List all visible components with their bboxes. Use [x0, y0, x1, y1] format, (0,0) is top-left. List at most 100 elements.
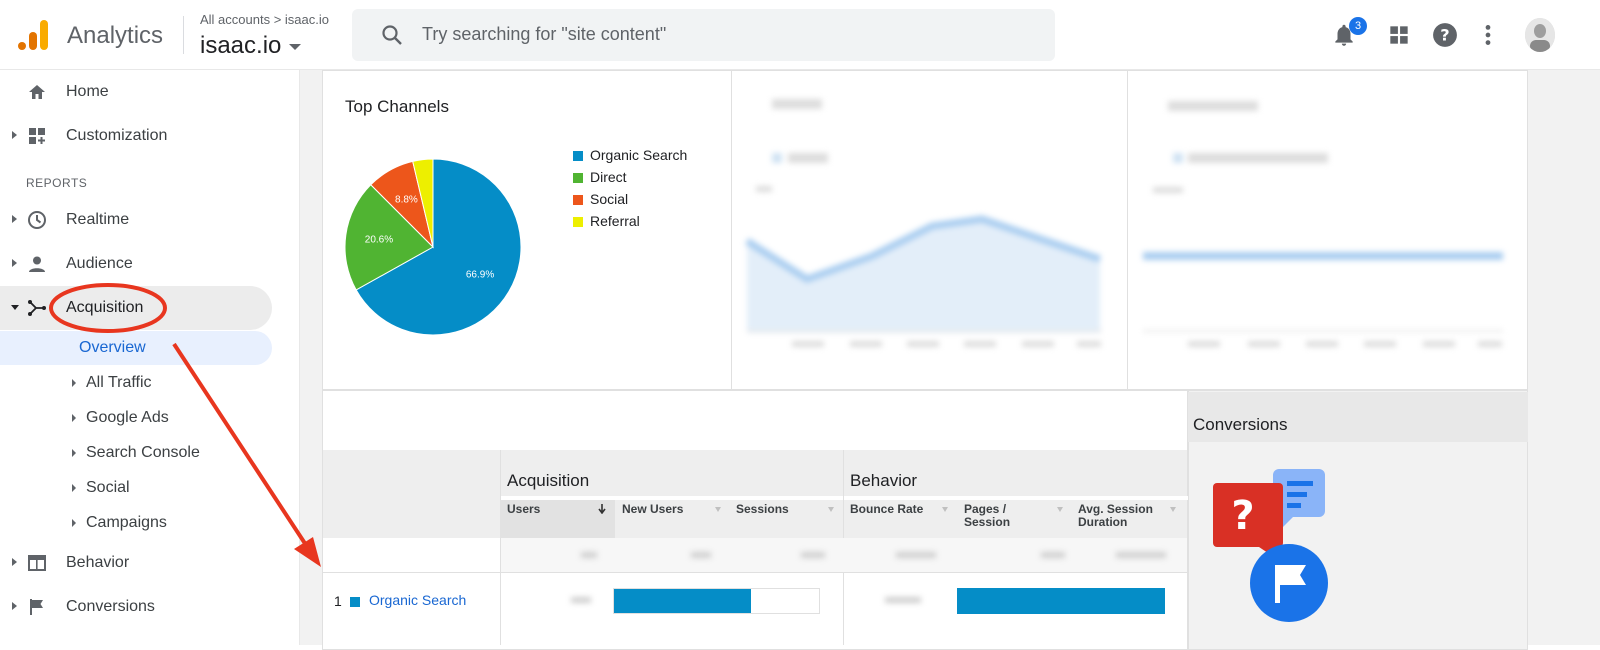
conversions-header-bg	[1188, 392, 1528, 442]
chevron-right-icon	[72, 448, 76, 457]
sidebar-item-label: Audience	[66, 255, 133, 272]
sort-icon[interactable]	[1057, 507, 1063, 512]
sidebar-item-label: Conversions	[66, 598, 155, 615]
new-users-bar-container	[613, 588, 820, 614]
pie-slice-direct[interactable]	[344, 184, 434, 291]
pages-session-bar	[957, 588, 1165, 614]
sidebar-item-google-ads[interactable]: Google Ads	[72, 409, 169, 433]
sidebar-item-realtime[interactable]: Realtime	[0, 198, 290, 242]
sidebar-item-label: Social	[86, 479, 130, 496]
blurred-bounce-cell	[885, 597, 921, 603]
row-channel-link[interactable]: Organic Search	[369, 592, 467, 608]
new-users-bar	[614, 589, 752, 613]
search-input[interactable]: Try searching for "site content"	[422, 24, 667, 44]
sidebar-item-behavior[interactable]: Behavior	[0, 541, 290, 585]
account-selector[interactable]: isaac.io	[200, 32, 302, 60]
sidebar-item-acquisition[interactable]: Acquisition	[0, 286, 290, 330]
sidebar-item-customization[interactable]: Customization	[0, 114, 290, 158]
column-header-users[interactable]: Users	[507, 502, 541, 516]
sidebar-item-social[interactable]: Social	[72, 479, 130, 503]
behavior-column-group: Behavior	[850, 471, 918, 490]
bell-icon[interactable]	[1331, 22, 1357, 48]
column-divider	[500, 450, 501, 645]
legend-swatch	[573, 151, 583, 162]
sort-icon[interactable]	[942, 507, 948, 512]
sidebar-item-search-console[interactable]: Search Console	[72, 444, 200, 468]
notification-badge: 3	[1349, 17, 1367, 35]
sidebar-item-home[interactable]: Home	[0, 70, 290, 114]
chevron-right-icon	[12, 558, 17, 566]
legend-swatch	[573, 195, 583, 206]
annotation-arrow-line	[172, 342, 308, 547]
sort-descending-icon[interactable]	[598, 504, 606, 514]
pie-data-label: 20.6%	[365, 234, 393, 245]
clock-icon	[28, 211, 46, 229]
chevron-down-icon	[289, 43, 302, 50]
chevron-right-icon	[72, 518, 76, 527]
acquisition-column-group: Acquisition	[507, 471, 590, 490]
annotation-arrow-head	[294, 537, 321, 567]
column-header-avg-session-duration[interactable]: Avg. Session Duration	[1078, 502, 1153, 529]
sidebar-item-label: Acquisition	[66, 299, 144, 316]
apps-grid-icon[interactable]	[1386, 22, 1412, 48]
header-separator	[500, 496, 1188, 500]
legend-item-direct[interactable]: Direct	[573, 169, 627, 185]
legend-item-social[interactable]: Social	[573, 191, 628, 207]
breadcrumb[interactable]: All accounts > isaac.io	[200, 12, 329, 27]
sidebar: Home Customization REPORTS Realtime Audi…	[0, 70, 300, 645]
sidebar-item-label: Behavior	[66, 554, 130, 571]
sorted-column-bg	[500, 500, 615, 538]
chevron-down-icon	[11, 305, 19, 310]
person-icon	[29, 256, 45, 272]
column-header-bounce-rate[interactable]: Bounce Rate	[850, 502, 924, 516]
search-box[interactable]: Try searching for "site content"	[352, 9, 1055, 61]
sidebar-item-conversions[interactable]: Conversions	[0, 585, 290, 629]
column-header-pages-session[interactable]: Pages / Session	[964, 502, 1011, 529]
app-name: Analytics	[67, 22, 164, 49]
sidebar-item-campaigns[interactable]: Campaigns	[72, 514, 167, 538]
user-photo-icon	[1525, 18, 1555, 52]
sort-icon[interactable]	[1170, 507, 1176, 512]
legend-swatch	[573, 173, 583, 184]
sort-icon[interactable]	[828, 507, 834, 512]
pages-session-bar-container	[957, 588, 1165, 614]
legend-item-organic-search[interactable]: Organic Search	[573, 147, 687, 163]
sidebar-item-label: Realtime	[66, 211, 130, 228]
sidebar-item-audience[interactable]: Audience	[0, 242, 290, 286]
sidebar-item-all-traffic[interactable]: All Traffic	[72, 374, 152, 398]
reports-section-label: REPORTS	[26, 176, 88, 190]
chevron-right-icon	[12, 602, 17, 610]
pie-slice-referral[interactable]	[412, 158, 434, 248]
top-channels-title: Top Channels	[345, 97, 449, 116]
chevron-right-icon	[72, 483, 76, 492]
sort-icon[interactable]	[715, 507, 721, 512]
chevron-right-icon	[12, 215, 17, 223]
help-icon[interactable]: ?	[1432, 22, 1458, 48]
row-color-swatch	[350, 597, 360, 607]
column-header-new-users[interactable]: New Users	[622, 502, 684, 516]
more-vert-icon[interactable]	[1475, 22, 1501, 48]
column-header-sessions[interactable]: Sessions	[736, 502, 789, 516]
avatar[interactable]	[1525, 18, 1555, 52]
blurred-line-chart	[745, 99, 1102, 347]
legend-label: Referral	[590, 213, 640, 229]
svg-text:?: ?	[1440, 25, 1449, 44]
behavior-window-icon	[28, 555, 46, 571]
blurred-totals	[581, 552, 1166, 558]
sidebar-item-label: All Traffic	[86, 374, 152, 391]
legend-label: Organic Search	[590, 147, 688, 163]
table-header-bg	[323, 450, 1187, 538]
top-header: Analytics All accounts > isaac.io isaac.…	[0, 0, 1600, 70]
totals-row	[501, 538, 1187, 572]
analytics-logo-icon[interactable]	[16, 18, 50, 52]
sidebar-item-label: Campaigns	[86, 514, 167, 531]
sidebar-item-overview[interactable]: Overview	[79, 339, 146, 356]
conversions-illustration-icon: ?	[1213, 469, 1328, 622]
main-content: Top Channels 66.9% 20.6% 8.8% Organic Sear…	[300, 70, 1600, 650]
pie-slice-organic-search[interactable]	[355, 158, 522, 336]
legend-label: Social	[590, 191, 629, 207]
top-channels-pie-chart[interactable]: 66.9% 20.6% 8.8%	[343, 157, 523, 337]
legend-item-referral[interactable]: Referral	[573, 213, 640, 229]
sidebar-item-label: Customization	[66, 127, 168, 144]
